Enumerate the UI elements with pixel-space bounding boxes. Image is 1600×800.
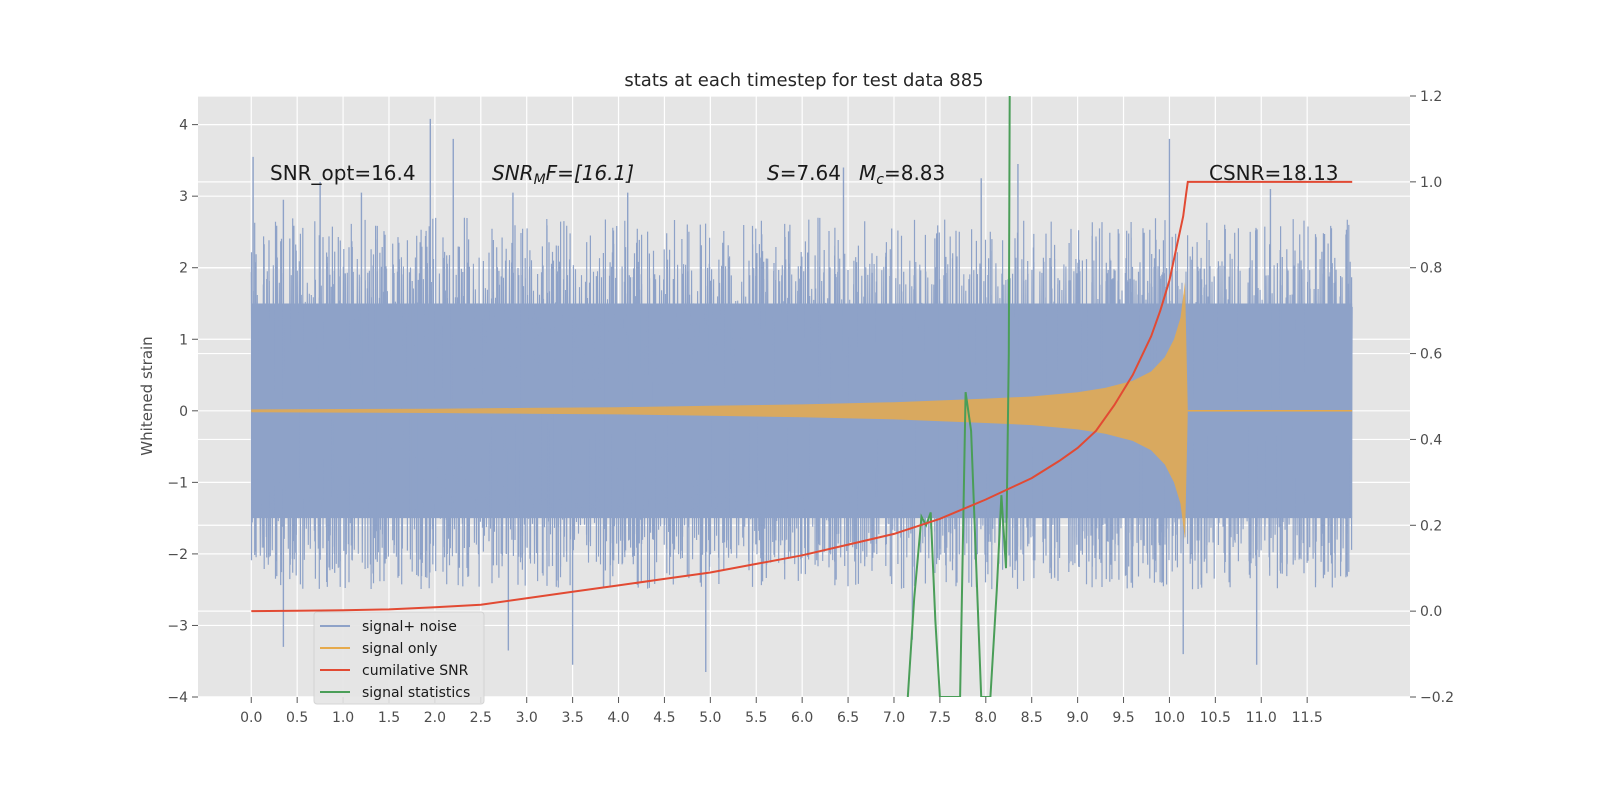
x-tick-label: 5.5 <box>745 710 767 726</box>
annotation-csnr: CSNR=18.13 <box>1209 161 1339 185</box>
x-tick-label: 4.0 <box>607 710 629 726</box>
annotation-snr-opt: SNR_opt=16.4 <box>270 161 416 185</box>
legend-label: signal+ noise <box>362 619 457 635</box>
right-tick-label: 0.8 <box>1420 261 1442 277</box>
x-tick-label: 1.0 <box>332 710 354 726</box>
right-tick-label: 0.0 <box>1420 604 1442 620</box>
x-tick-label: 10.0 <box>1154 710 1185 726</box>
x-tick-label: 0.0 <box>240 710 262 726</box>
x-tick-label: 2.5 <box>470 710 492 726</box>
left-axis-ticks: −4 −3 −2 −1 0 1 2 3 4 <box>167 118 198 706</box>
x-tick-label: 8.5 <box>1021 710 1043 726</box>
annotation-mc: Mc=8.83 <box>859 161 945 188</box>
x-axis-ticks: 0.0 0.5 1.0 1.5 2.0 2.5 3.0 3.5 4.0 4.5 5.0 5.5 6.0 6… <box>240 697 1323 726</box>
right-tick-label: 1.2 <box>1420 89 1442 105</box>
x-tick-label: 3.0 <box>516 710 538 726</box>
legend-label: signal only <box>362 641 437 657</box>
x-tick-label: 4.5 <box>653 710 675 726</box>
left-tick-label: −3 <box>167 618 188 634</box>
x-tick-label: 9.0 <box>1066 710 1088 726</box>
x-tick-label: 3.5 <box>561 710 583 726</box>
x-tick-label: 11.0 <box>1246 710 1277 726</box>
x-tick-label: 0.5 <box>286 710 308 726</box>
x-tick-label: 6.0 <box>791 710 813 726</box>
x-tick-label: 7.5 <box>929 710 951 726</box>
right-tick-label: 0.6 <box>1420 347 1442 363</box>
legend-label: cumilative SNR <box>362 663 469 679</box>
series-cumulative-snr <box>251 180 1353 613</box>
x-tick-label: 5.0 <box>699 710 721 726</box>
left-tick-label: 2 <box>179 261 188 277</box>
left-tick-label: 1 <box>179 332 188 348</box>
right-tick-label: −0.2 <box>1420 690 1454 706</box>
right-tick-label: 0.2 <box>1420 518 1442 534</box>
y-axis-label: Whitened strain <box>138 336 156 455</box>
x-tick-label: 10.5 <box>1200 710 1231 726</box>
x-tick-label: 7.0 <box>883 710 905 726</box>
chart-title: stats at each timestep for test data 885 <box>624 70 983 91</box>
signal-envelope <box>251 282 1188 540</box>
x-tick-label: 6.5 <box>837 710 859 726</box>
x-tick-label: 11.5 <box>1292 710 1323 726</box>
left-tick-label: 4 <box>179 118 188 134</box>
annotation-snr-mf: SNRMF=[16.1] <box>492 161 634 188</box>
left-tick-label: 0 <box>179 404 188 420</box>
legend: signal+ noise signal only cumilative SNR si… <box>313 611 485 705</box>
left-tick-label: −2 <box>167 547 188 563</box>
right-axis-ticks: −0.2 0.0 0.2 0.4 0.6 0.8 1.0 1.2 <box>1410 89 1454 706</box>
series-signal-only <box>251 282 1353 540</box>
left-tick-label: −1 <box>167 475 188 491</box>
right-tick-label: 1.0 <box>1420 175 1442 191</box>
legend-box <box>313 611 485 705</box>
x-tick-label: 8.0 <box>975 710 997 726</box>
right-tick-label: 0.4 <box>1420 432 1442 448</box>
x-tick-label: 2.0 <box>424 710 446 726</box>
left-tick-label: −4 <box>167 690 188 706</box>
left-tick-label: 3 <box>179 189 188 205</box>
x-tick-label: 1.5 <box>378 710 400 726</box>
cumulative-snr-line <box>251 180 1353 613</box>
annotation-s: S=7.64 <box>767 161 841 185</box>
legend-label: signal statistics <box>362 685 470 701</box>
x-tick-label: 9.5 <box>1112 710 1134 726</box>
